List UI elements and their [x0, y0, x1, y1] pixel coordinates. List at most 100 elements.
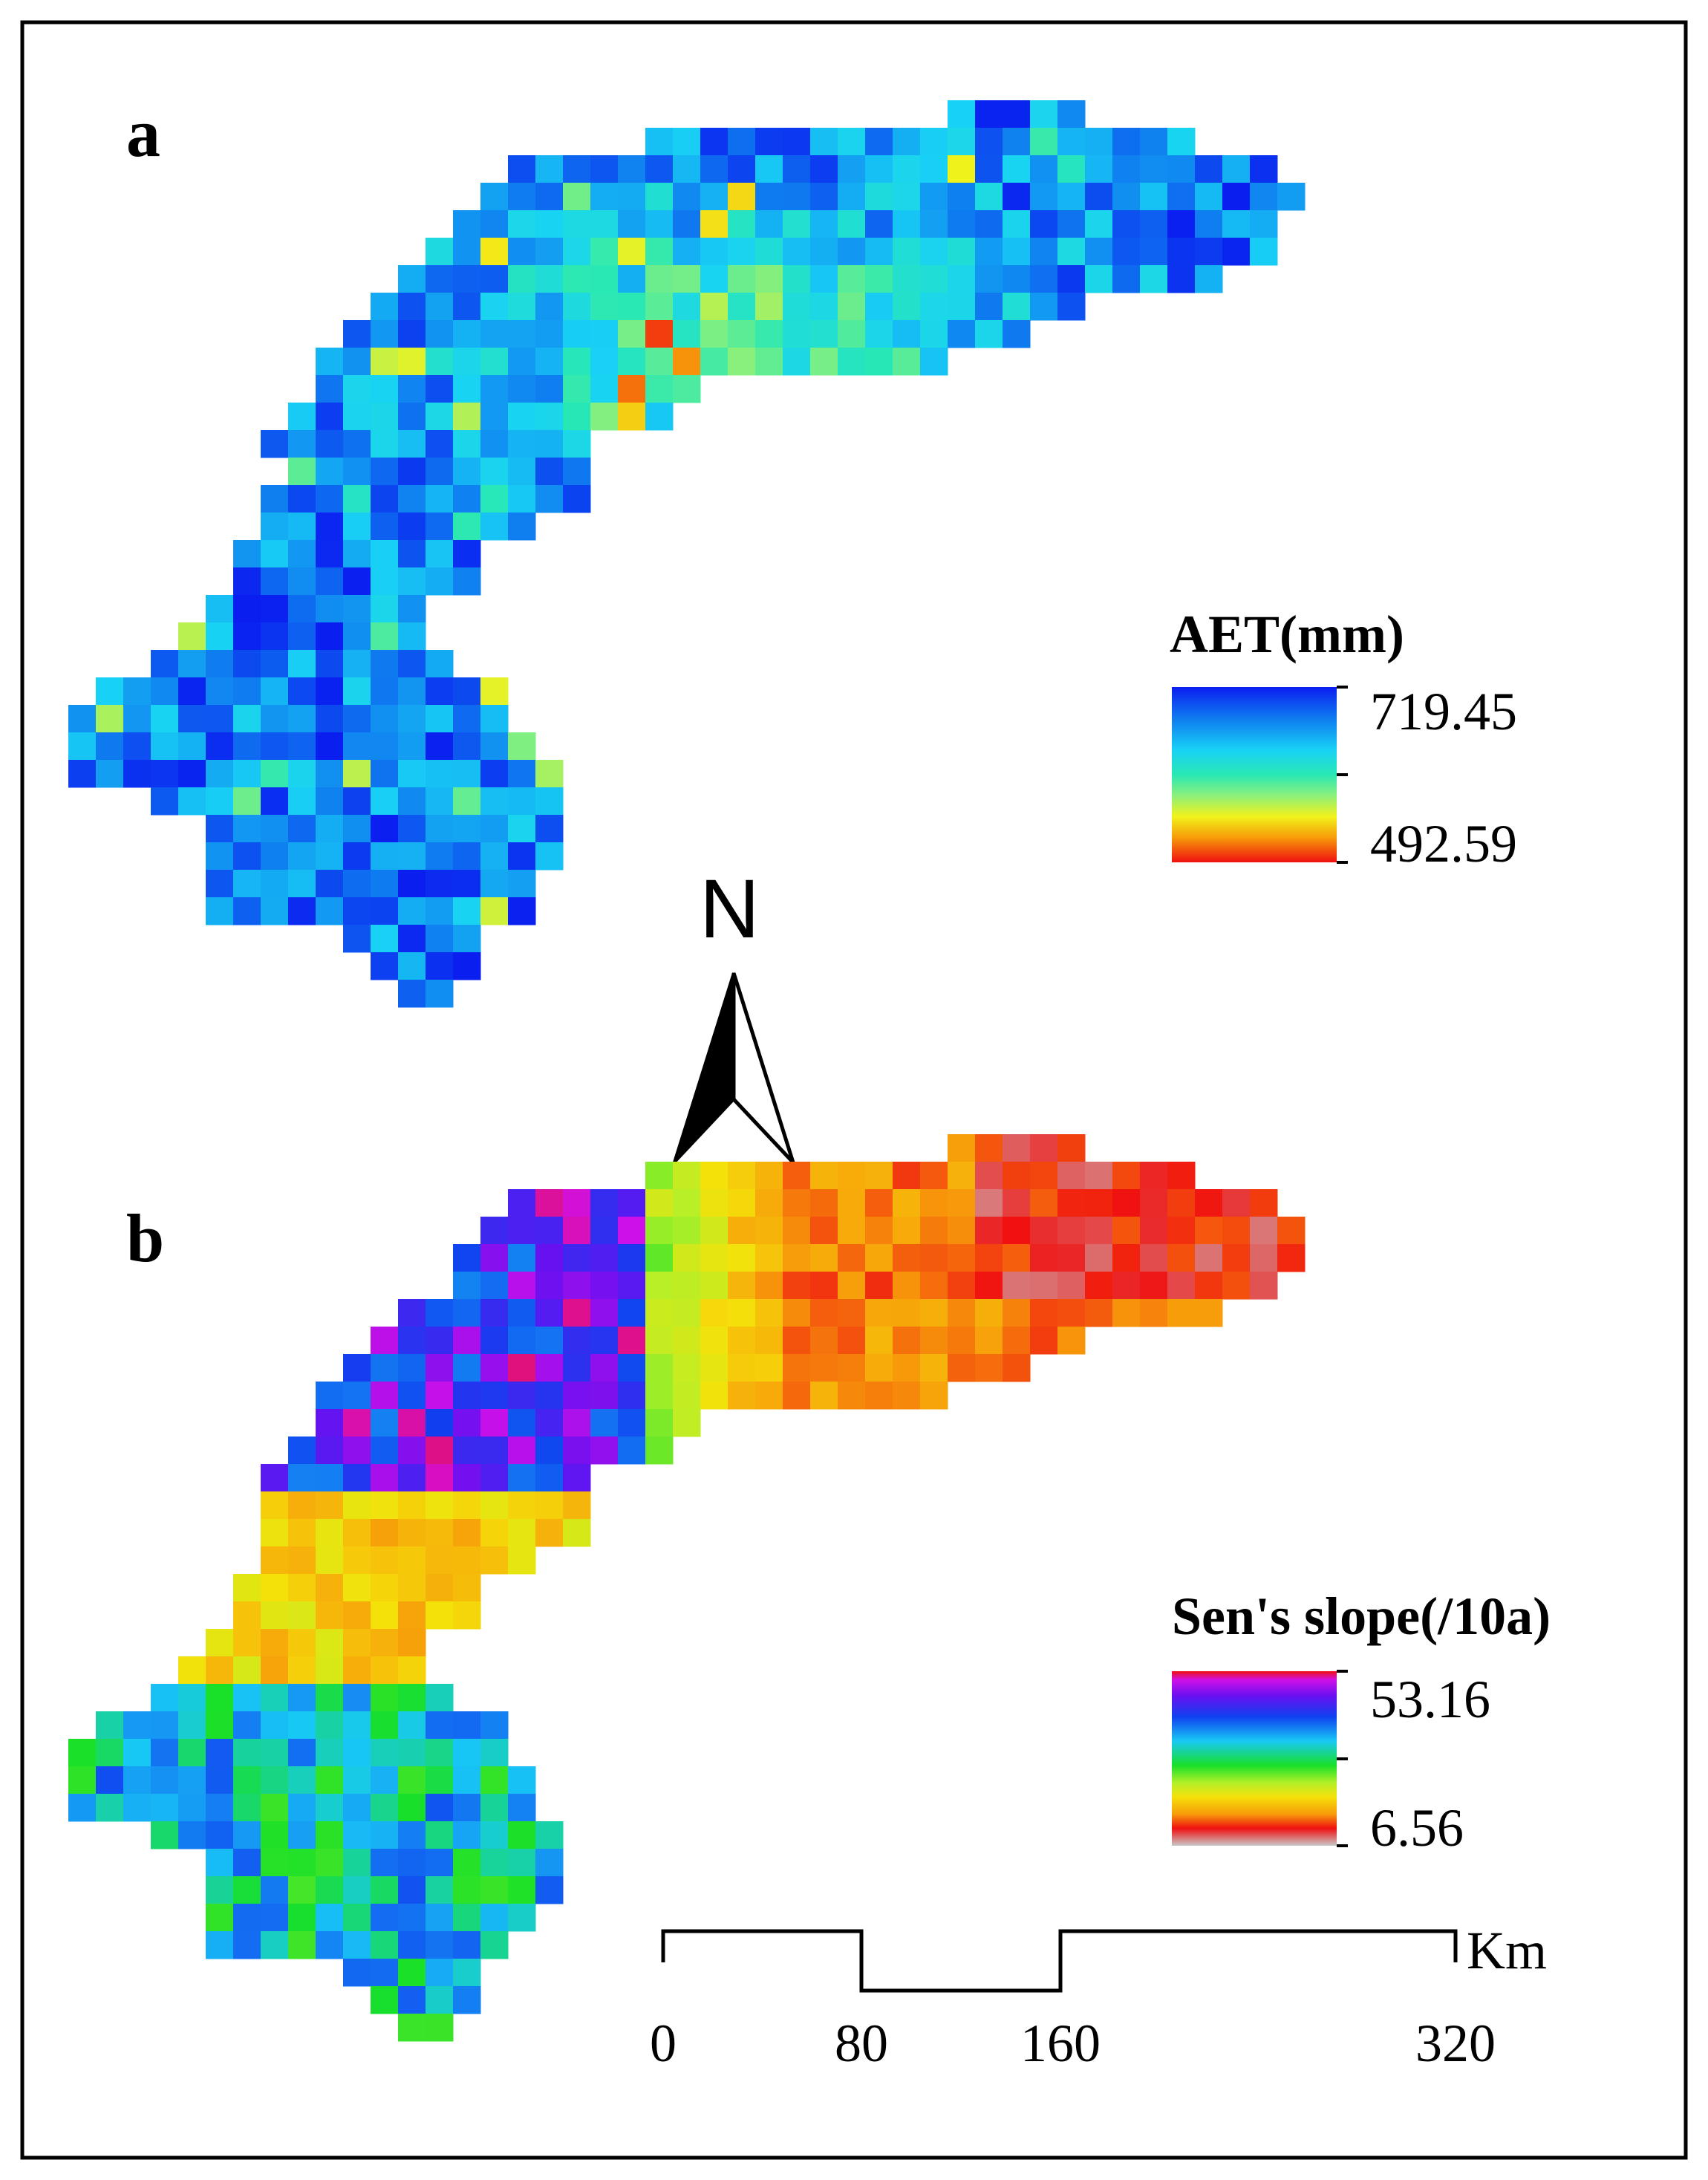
raster-cell: [535, 787, 564, 816]
raster-cell: [783, 183, 811, 211]
raster-cell: [893, 238, 921, 266]
raster-cell: [535, 760, 564, 788]
raster-cell: [508, 1382, 536, 1410]
raster-cell: [618, 1382, 646, 1410]
raster-cell: [398, 787, 426, 816]
raster-cell: [948, 155, 976, 183]
raster-cell: [508, 210, 536, 238]
raster-cell: [426, 705, 454, 733]
raster-cell: [893, 293, 921, 321]
panel-a-label: a: [126, 95, 160, 171]
raster-cell: [920, 1272, 948, 1300]
raster-cell: [728, 320, 756, 348]
raster-cell: [920, 210, 948, 238]
raster-cell: [398, 1904, 426, 1932]
raster-cell: [343, 650, 371, 678]
raster-cell: [1250, 1272, 1278, 1300]
raster-cell: [975, 183, 1003, 211]
raster-cell: [480, 1766, 509, 1795]
raster-cell: [673, 128, 701, 156]
raster-cell: [371, 485, 399, 513]
raster-cell: [371, 1656, 399, 1685]
raster-cell: [398, 1821, 426, 1849]
raster-cell: [316, 1656, 344, 1685]
raster-cell: [426, 320, 454, 348]
raster-cell: [371, 1574, 399, 1602]
raster-cell: [371, 677, 399, 706]
raster-cell: [590, 1244, 619, 1272]
raster-cell: [398, 403, 426, 431]
panel-b: b Sen's slope(/10a) 53.16 6.56: [68, 1134, 1551, 2042]
raster-cell: [535, 1272, 564, 1300]
raster-cell: [233, 870, 261, 898]
raster-cell: [398, 1601, 426, 1630]
raster-cell: [343, 1711, 371, 1740]
raster-cell: [1277, 1244, 1306, 1272]
raster-cell: [590, 403, 619, 431]
scale-tick-0: 0: [650, 2014, 677, 2073]
raster-cell: [261, 513, 289, 541]
raster-cell: [1140, 1272, 1168, 1300]
raster-cell: [673, 1382, 701, 1410]
raster-cell: [316, 787, 344, 816]
raster-cell: [261, 815, 289, 843]
raster-cell: [865, 238, 893, 266]
raster-cell: [480, 897, 509, 925]
raster-cell: [343, 732, 371, 761]
raster-cell: [343, 1382, 371, 1410]
raster-cell: [535, 1244, 564, 1272]
raster-cell: [480, 513, 509, 541]
raster-cell: [535, 375, 564, 403]
raster-cell: [426, 485, 454, 513]
raster-cell: [316, 650, 344, 678]
raster-cell: [343, 1766, 371, 1795]
scale-bar: Km 0 80 160 320: [650, 1921, 1547, 2073]
raster-cell: [948, 210, 976, 238]
raster-cell: [426, 787, 454, 816]
raster-cell: [288, 760, 316, 788]
raster-cell: [343, 375, 371, 403]
raster-cell: [1140, 155, 1168, 183]
raster-cell: [371, 622, 399, 651]
raster-cell: [1167, 265, 1196, 293]
raster-cell: [590, 1217, 619, 1245]
raster-cell: [178, 787, 206, 816]
raster-cell: [508, 238, 536, 266]
raster-cell: [398, 1629, 426, 1657]
raster-cell: [673, 1162, 701, 1190]
raster-cell: [398, 1382, 426, 1410]
raster-cell: [645, 1244, 674, 1272]
raster-cell: [316, 1684, 344, 1712]
raster-cell: [480, 1794, 509, 1822]
raster-cell: [96, 760, 124, 788]
raster-cell: [618, 1436, 646, 1465]
raster-cell: [426, 1684, 454, 1712]
raster-cell: [68, 1766, 97, 1795]
raster-cell: [1030, 1244, 1058, 1272]
raster-cell: [865, 1382, 893, 1410]
raster-cell: [261, 567, 289, 596]
raster-cell: [1030, 293, 1058, 321]
raster-cell: [288, 1904, 316, 1932]
raster-cell: [728, 128, 756, 156]
raster-cell: [508, 513, 536, 541]
raster-cell: [1003, 210, 1031, 238]
raster-cell: [316, 1629, 344, 1657]
raster-cell: [261, 595, 289, 623]
raster-cell: [865, 348, 893, 376]
raster-cell: [1085, 1189, 1113, 1217]
raster-cell: [96, 705, 124, 733]
raster-cell: [178, 677, 206, 706]
raster-cell: [563, 1436, 591, 1465]
raster-cell: [1003, 1244, 1031, 1272]
raster-cell: [535, 238, 564, 266]
raster-cell: [96, 1711, 124, 1740]
raster-cell: [563, 265, 591, 293]
raster-cell: [151, 760, 179, 788]
raster-cell: [316, 897, 344, 925]
raster-cell: [371, 815, 399, 843]
raster-cell: [838, 155, 866, 183]
raster-cell: [563, 1464, 591, 1492]
raster-cell: [453, 567, 481, 596]
raster-cell: [398, 1711, 426, 1740]
